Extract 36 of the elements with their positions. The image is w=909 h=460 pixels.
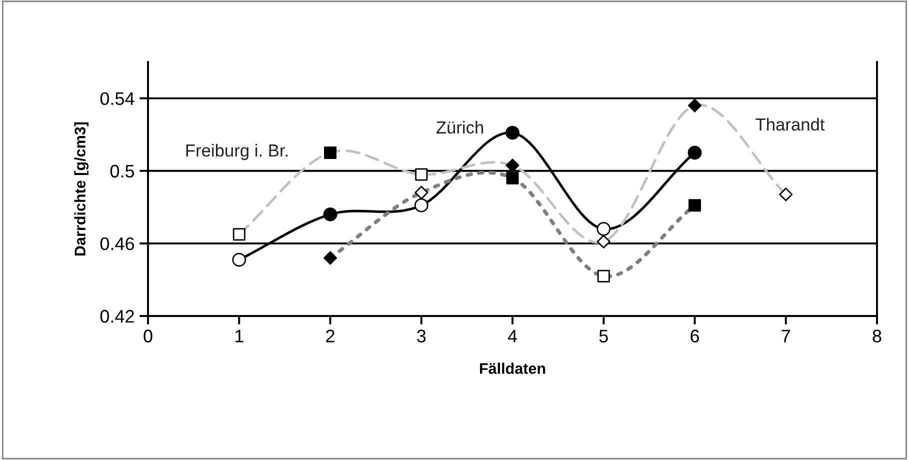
point <box>596 234 610 248</box>
x-tick-label: 4 <box>508 330 517 342</box>
x-tick-label: 1 <box>235 330 244 342</box>
y-tick-label: 0.54 <box>100 92 134 106</box>
y-tick-label: 0.42 <box>100 310 134 323</box>
point <box>323 207 338 222</box>
point <box>232 252 246 267</box>
point <box>323 251 338 265</box>
point <box>414 186 428 200</box>
x-tick-label: 5 <box>599 330 608 342</box>
point <box>779 188 793 202</box>
x-tick-label: 8 <box>872 330 882 342</box>
point <box>597 270 610 282</box>
y-tick-label: 0.5 <box>110 164 134 178</box>
x-tick-label: 2 <box>326 330 334 342</box>
point <box>324 146 336 159</box>
point <box>596 222 611 236</box>
point <box>506 172 519 184</box>
x-axis-title: Fälldaten <box>480 362 546 374</box>
x-tick-label: 3 <box>417 330 426 342</box>
point <box>506 158 520 172</box>
x-tick-label: 0 <box>144 330 152 342</box>
y-tick-label: 0.46 <box>100 237 134 250</box>
point <box>415 168 428 181</box>
point <box>414 198 428 212</box>
point <box>688 146 702 160</box>
annotation: Freiburg i. Br. <box>186 144 288 160</box>
point <box>688 199 701 212</box>
point <box>232 228 246 241</box>
y-axis-title: Darrdichte [g/cm3] <box>74 122 89 256</box>
x-tick-label: 7 <box>782 330 790 342</box>
point <box>506 126 520 140</box>
annotation: Tharandt <box>756 118 825 131</box>
x-tick-label: 6 <box>690 330 699 342</box>
annotation: Zürich <box>436 120 483 134</box>
point <box>688 98 702 112</box>
